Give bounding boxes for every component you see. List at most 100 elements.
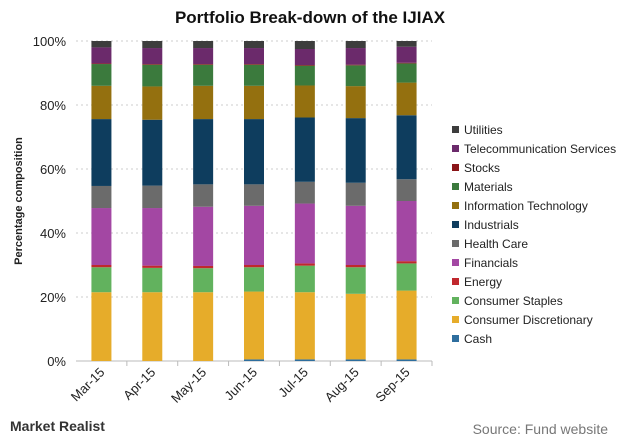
bar-segment [345,293,366,360]
bar-segment [244,64,264,86]
bar-segment [142,208,163,266]
bar-segment [142,86,163,120]
legend-swatch [452,240,459,247]
bar-segment [294,85,315,118]
bar-segment [396,290,417,360]
legend-label: Industrials [464,218,519,232]
bar-segment [294,292,315,360]
bar-segment [142,48,163,65]
x-tick-label: May-15 [168,365,209,406]
bar-segment [193,292,214,361]
legend-label: Consumer Discretionary [464,313,593,327]
bar-segment [294,359,315,361]
bar-segment [142,265,163,268]
legend-label: Financials [464,256,518,270]
bar-segment [396,359,417,361]
bar-segment [294,65,315,86]
legend-label: Consumer Staples [464,294,563,308]
bar-segment [396,261,417,264]
y-tick-label: 80% [40,98,66,113]
y-axis-label: Percentage composition [13,137,25,265]
y-tick-label: 0% [47,354,66,369]
bar-segment [294,49,315,65]
bar-segment [193,48,214,65]
x-tick-label: Jul-15 [275,365,311,401]
chart-title: Portfolio Break-down of the IJIAX [174,8,446,27]
legend-swatch [452,278,459,285]
bar-segment [91,185,112,209]
legend-swatch [452,221,459,228]
bar-segment [345,86,366,119]
bar-segment [91,63,112,65]
legend-label: Energy [464,275,502,289]
legend-label: Cash [464,332,492,346]
bar-segment [345,359,366,361]
x-tick-label: Aug-15 [322,365,362,405]
bar-segment [142,119,163,186]
bar-segment [345,182,366,206]
brand-logo: Market Realist [10,418,105,434]
bar-segment [193,41,214,49]
legend-swatch [452,145,459,152]
bar-segment [294,117,315,182]
bar-segment [91,85,112,120]
bar-segment [294,203,315,264]
bar-segment [294,65,315,66]
bar-segment [396,41,417,47]
bar-segment [396,62,417,64]
bar-segment [142,64,163,87]
bar-segment [91,47,112,64]
bar-segment [345,65,366,87]
bar-segment [396,82,417,116]
legend-label: Information Technology [464,199,588,213]
bar-segment [294,181,315,204]
y-tick-label: 20% [40,290,66,305]
legend-label: Telecommunication Services [464,142,616,156]
bar-segment [91,64,112,86]
bar-segment [396,179,417,201]
bar-segment [91,265,112,268]
bar-segment [294,263,315,266]
bar-segment [396,263,417,291]
legend-swatch [452,259,459,266]
bar-segment [244,41,264,49]
bar-segment [345,41,366,49]
bar-segment [91,119,112,186]
bar-segment [244,119,264,185]
legend-swatch [452,164,459,171]
bar-segment [244,265,264,268]
bar-segment [193,265,214,269]
bar-segment [91,267,112,293]
bar-segment [345,267,366,294]
bar-segment [193,206,214,266]
y-tick-label: 40% [40,226,66,241]
bar-segment [193,119,214,185]
legend-label: Health Care [464,237,528,251]
bar-segment [193,64,214,86]
y-tick-label: 60% [40,162,66,177]
bar-segment [193,184,214,207]
bar-segment [294,41,315,49]
bar-segment [345,118,366,183]
bar-segment [91,208,112,265]
legend-label: Materials [464,180,513,194]
bar-segment [345,265,366,268]
legend-swatch [452,297,459,304]
bar-segment [244,48,264,65]
bar-segment [193,268,214,293]
bar-segment [193,85,214,120]
bar-segment [345,48,366,65]
bar-segment [396,63,417,83]
bar-segment [142,41,163,49]
x-tick-label: Sep-15 [372,365,412,405]
legend-swatch [452,183,459,190]
bar-segment [193,64,214,65]
legend-swatch [452,316,459,323]
legend-label: Stocks [464,161,500,175]
source-note: Source: Fund website [472,421,608,437]
bar-segment [345,64,366,66]
x-tick-label: Jun-15 [221,365,260,404]
bar-segment [294,265,315,293]
bar-segment [142,185,163,209]
